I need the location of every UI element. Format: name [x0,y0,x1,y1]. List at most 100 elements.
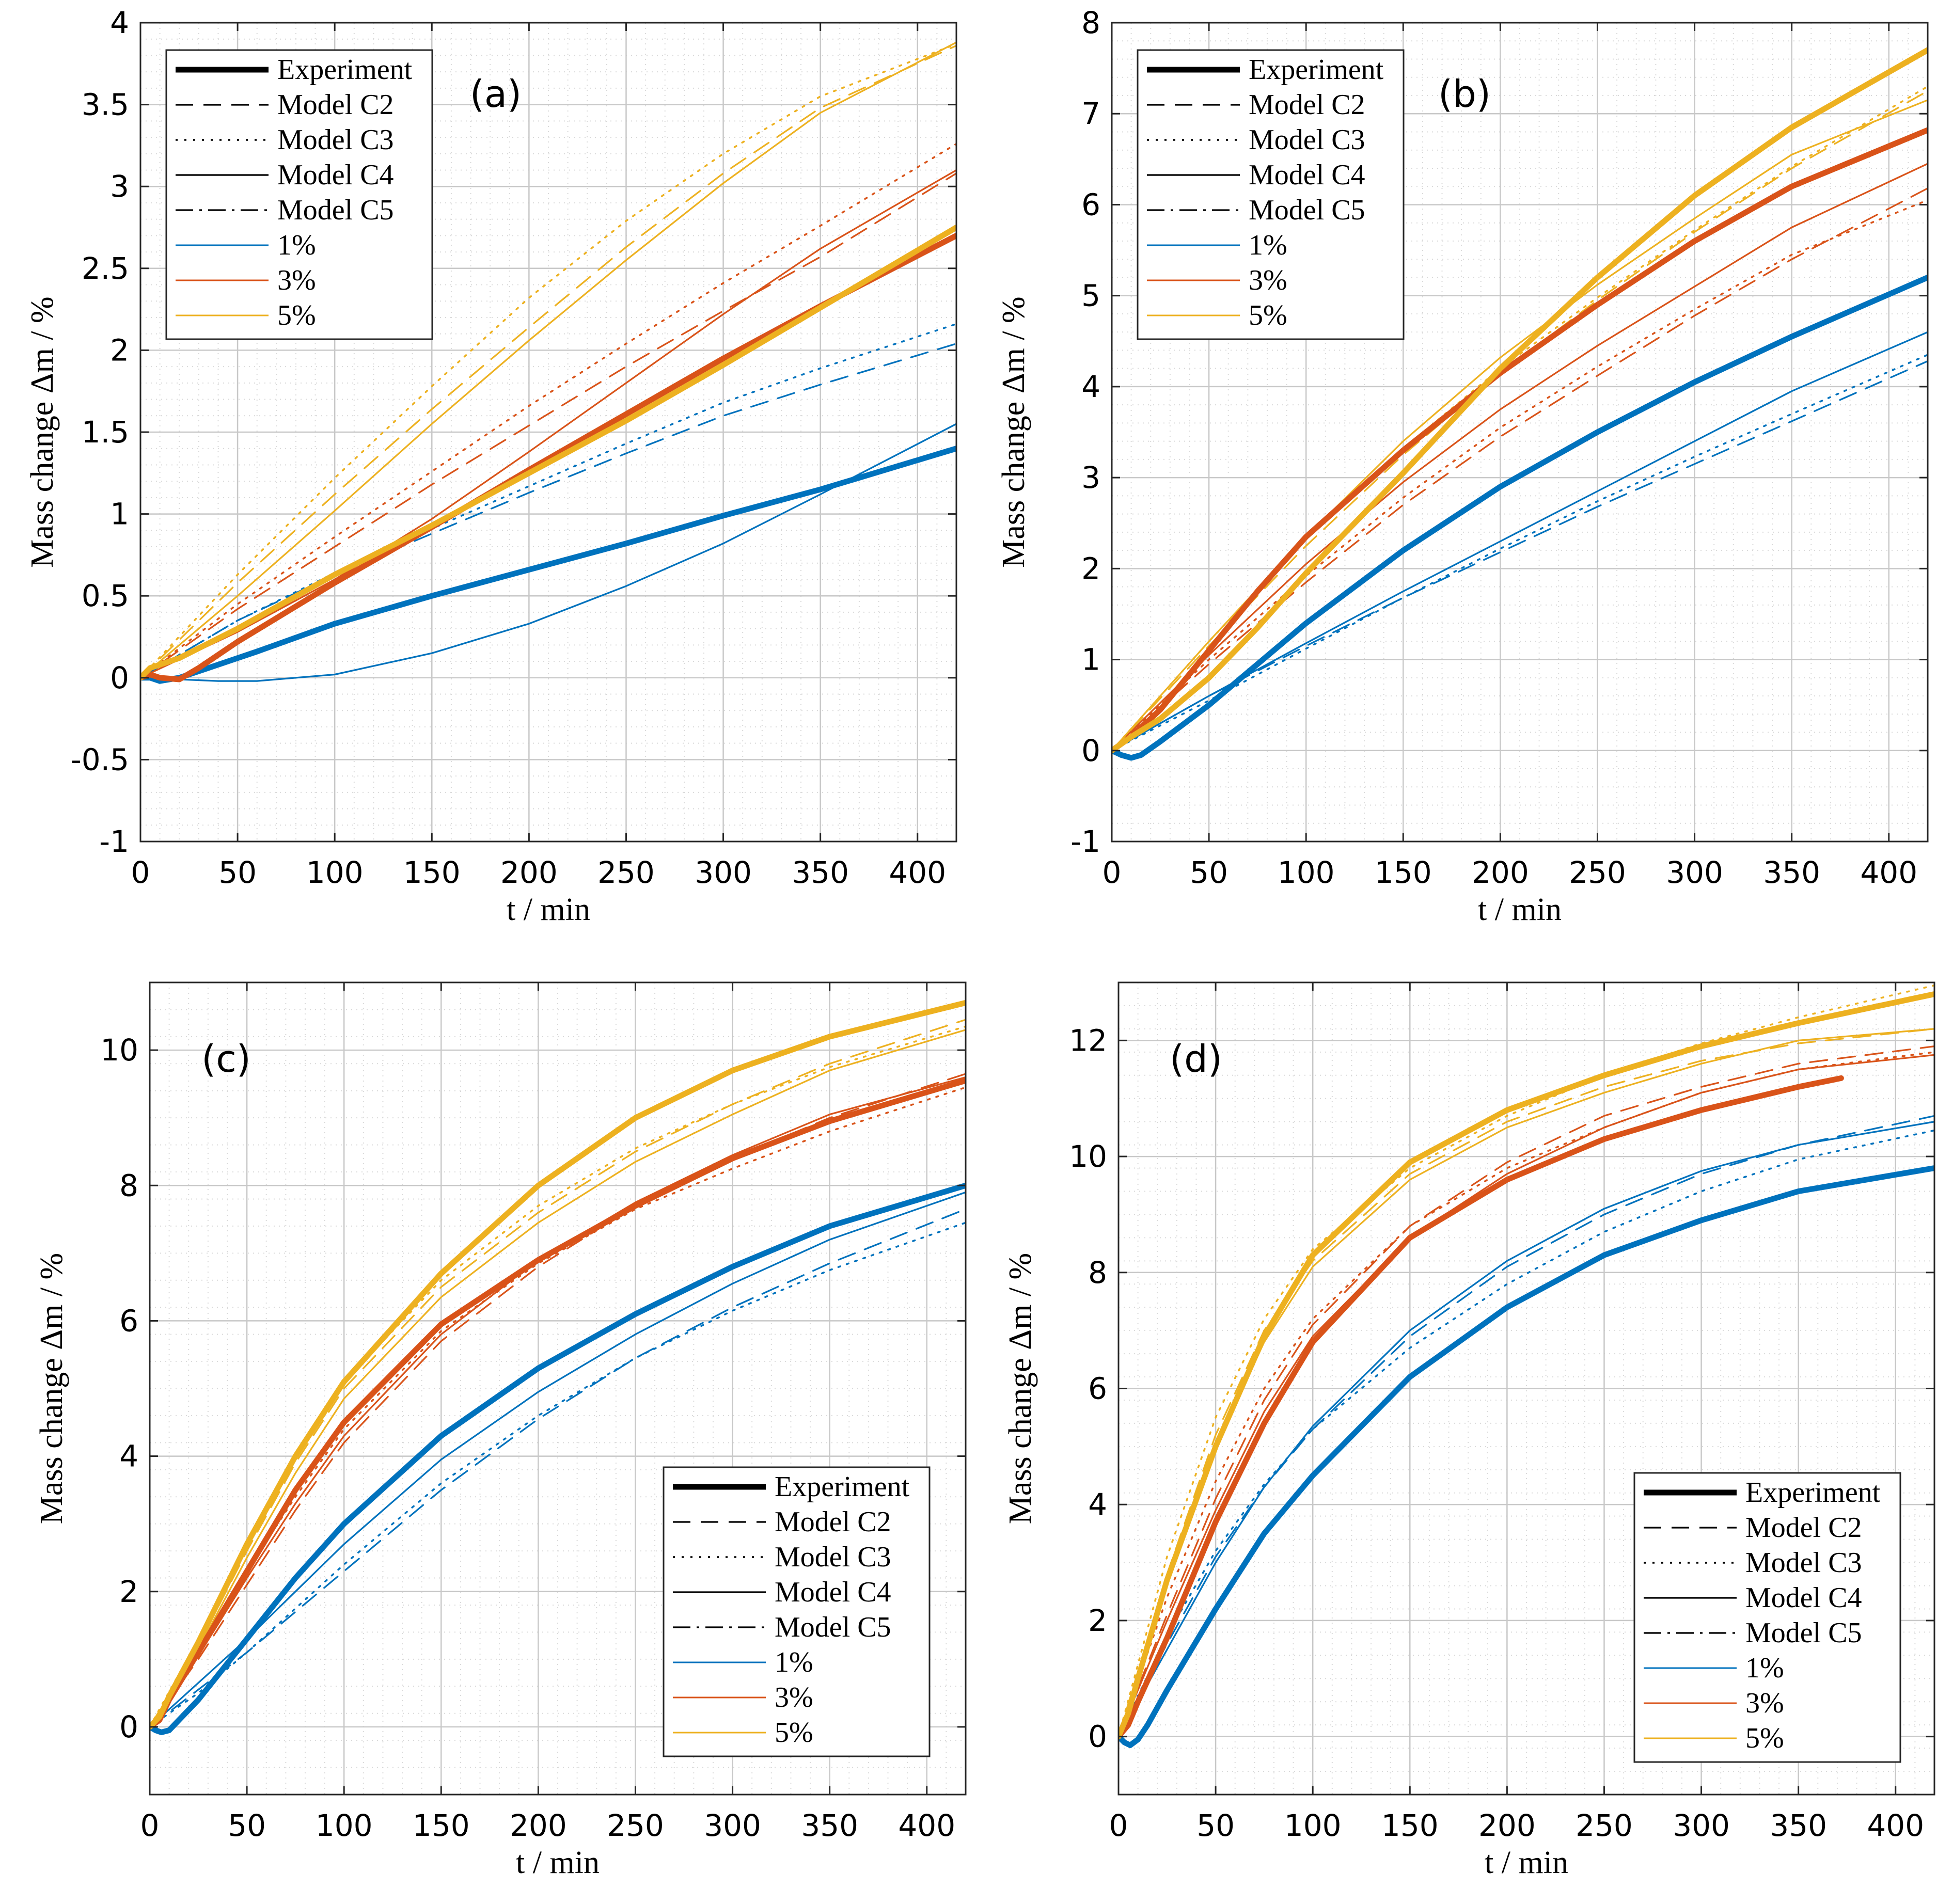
y-tick-label: 8 [1081,5,1100,40]
y-tick-label: 0 [1088,1719,1107,1754]
y-axis-label: Mass change Δm / % [996,296,1031,567]
y-tick-label: 5 [1081,278,1100,313]
x-tick-label: 350 [1763,855,1820,890]
y-tick-label: -0.5 [71,742,129,777]
legend-entry-label: 3% [775,1681,813,1713]
legend-box [663,1466,931,1757]
x-tick-label: 100 [1278,855,1335,890]
x-axis-label: t / min [1485,1845,1568,1880]
y-tick-label: -1 [99,824,129,859]
legend-entry-label: 5% [1249,299,1287,331]
tick-marks [1117,982,1934,1795]
series-line-experiment-1- [1112,274,1928,761]
legend-entry-label: Model C2 [775,1506,891,1538]
y-tick-label: 4 [119,1439,138,1474]
y-tick-label: 6 [1088,1371,1107,1406]
y-axis-label: Mass change Δm / % [1003,1253,1038,1524]
x-tick-label: 200 [510,1808,567,1843]
x-tick-label: 200 [1472,855,1529,890]
x-tick-label: 0 [131,855,150,890]
legend-entry-label: Model C3 [1745,1547,1862,1579]
y-tick-label: 8 [1088,1255,1107,1290]
legend-entry-label: 3% [277,264,316,296]
x-tick-label: 150 [413,1808,470,1843]
series-line-model-c4-1- [150,1191,966,1728]
y-tick-label: 8 [119,1168,138,1203]
legend-entry-label: 5% [277,299,316,331]
x-tick-label: 400 [1860,855,1917,890]
series-group [140,41,956,684]
series-line-model-c4-3- [1112,163,1928,752]
series-line-model-c2-5- [150,1019,966,1728]
y-tick-label: 4 [1081,369,1100,404]
x-axis-label: t / min [516,1845,600,1880]
y-tick-label: 10 [100,1033,138,1068]
legend-entry-label: Model C5 [775,1611,891,1643]
axes-frame [1111,22,1929,843]
chart-panel-2: 0 50 100 150 200 250 300 350 400 0 2 4 6 8 10 t / min Ma… [34,981,967,1880]
y-tick-label: 0.5 [82,578,129,613]
y-tick-label: 2 [1081,551,1100,586]
series-line-model-c4-3- [140,169,956,679]
x-axis-label: t / min [507,892,590,927]
x-tick-label: 100 [1284,1808,1342,1843]
y-tick-label: 3.5 [82,87,129,122]
x-tick-label: 250 [1576,1808,1633,1843]
legend-box [1137,49,1405,340]
x-tick-label: 200 [500,855,558,890]
x-tick-label: 400 [898,1808,955,1843]
y-tick-label: 0 [110,660,129,695]
x-tick-label: 50 [1190,855,1228,890]
x-tick-label: 0 [1109,1808,1128,1843]
x-tick-label: 350 [792,855,849,890]
legend-entry-label: Model C3 [775,1541,891,1573]
legend-entry-label: Model C2 [1745,1512,1862,1544]
legend-entry-label: Model C2 [1249,89,1365,121]
series-group [1119,984,1934,1748]
legend-entry-label: 1% [277,229,316,261]
y-tick-label: 1.5 [82,415,129,450]
panel-label: (a) [470,72,522,116]
series-line-model-c4-3- [150,1076,966,1728]
series-line-experiment-1- [140,446,956,684]
panel-label: (c) [201,1037,251,1081]
panel-label: (d) [1170,1037,1222,1081]
x-tick-label: 50 [218,855,257,890]
y-tick-label: 3 [1081,460,1100,495]
legend-entry-label: Model C5 [1745,1617,1862,1649]
x-tick-label: 250 [597,855,655,890]
series-line-model-c2-3- [140,172,956,679]
series-line-model-c4-5- [1112,99,1928,752]
series-line-model-c3-1- [150,1221,966,1728]
series-line-experiment-3- [140,232,956,683]
legend-entry-label: Model C4 [277,159,394,191]
legend-entry-label: 1% [775,1646,813,1678]
series-line-model-c2-5- [1119,1028,1934,1738]
chart-panel-0: 0 50 100 150 200 250 300 350 400 -1 -0.5 0 0.5 1 1.5 2 2… [25,5,957,927]
tick-marks [139,22,956,843]
x-tick-label: 350 [801,1808,858,1843]
legend-entry-label: Experiment [775,1471,910,1503]
y-tick-label: 7 [1081,96,1100,131]
series-line-model-c3-5- [150,1025,966,1728]
legend-box [165,49,433,340]
y-tick-label: 1 [1081,642,1100,677]
series-line-model-c4-5- [150,1029,966,1728]
x-tick-label: 250 [607,1808,664,1843]
y-tick-label: 12 [1069,1023,1107,1058]
legend-entry-label: 1% [1249,229,1287,261]
series-line-model-c4-5- [140,41,956,679]
series-line-model-c4-1- [1119,1121,1934,1738]
legend-entry-label: Model C4 [1249,159,1365,191]
series-line-model-c4-1- [140,423,956,682]
legend-entry-label: Model C4 [775,1576,891,1608]
x-tick-label: 0 [1102,855,1122,890]
y-tick-label: 10 [1069,1139,1107,1174]
x-axis-label: t / min [1478,892,1562,927]
panel-label: (b) [1438,72,1491,116]
